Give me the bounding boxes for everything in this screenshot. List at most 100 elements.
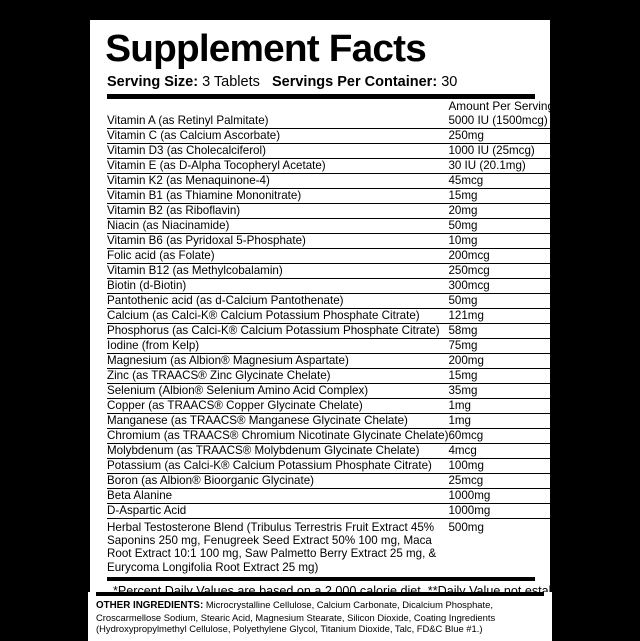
blend-row: Herbal Testosterone Blend (Tribulus Terr… <box>107 519 631 575</box>
other-ingredients-section: OTHER INGREDIENTS: Microcrystalline Cell… <box>88 592 552 641</box>
blend-name: Herbal Testosterone Blend (Tribulus Terr… <box>107 521 437 574</box>
table-row: Potassium (as Calci-K® Calcium Potassium… <box>107 458 632 474</box>
nutrient-name: Magnesium (as Albion® Magnesium Aspartat… <box>107 353 449 369</box>
table-row: Vitamin B1 (as Thiamine Mononitrate) 15mg… <box>107 188 632 204</box>
table-row: Zinc (as TRAACS® Zinc Glycinate Chelate)… <box>107 368 632 384</box>
footnote-rule <box>107 576 535 581</box>
nutrient-name: Beta Alanine <box>107 488 449 504</box>
header-rule <box>107 94 535 99</box>
nutrient-name: Molybdenum (as TRAACS® Molybdenum Glycin… <box>107 443 449 459</box>
nutrient-name: Iodine (from Kelp) <box>107 338 449 354</box>
nutrient-daily-value: 2% <box>554 458 632 474</box>
table-row: Vitamin B12 (as Methylcobalamin) 250mcg 10… <box>107 263 632 279</box>
supplement-facts-panel: Supplement Facts Serving Size: 3 Tablets… <box>88 18 632 628</box>
servings-per-container-label: Servings Per Container: <box>271 74 438 90</box>
nutrient-name: Vitamin C (as Calcium Ascorbate) <box>107 128 449 144</box>
nutrient-amount: 60mcg <box>448 428 555 444</box>
nutrient-amount: 58mg <box>448 323 555 339</box>
nutrient-daily-value: 10417% <box>554 263 632 279</box>
table-row: Boron (as Albion® Bioorganic Glycinate) 2… <box>107 473 632 489</box>
nutrient-daily-value: 50% <box>554 248 632 264</box>
nutrient-name: Boron (as Albion® Bioorganic Glycinate) <box>107 473 449 489</box>
table-row: Vitamin E (as D-Alpha Tocopheryl Acetate… <box>107 158 632 174</box>
table-row: Magnesium (as Albion® Magnesium Aspartat… <box>107 353 632 369</box>
nutrient-name: Pantothenic acid (as d-Calcium Pantothen… <box>107 293 449 309</box>
table-row: Vitamin B2 (as Riboflavin) 20mg 1538% <box>107 203 632 219</box>
nutrient-daily-value: 48% <box>554 353 632 369</box>
nutrient-daily-value: 37% <box>554 173 632 189</box>
nutrient-name: Niacin (as Niacinamide) <box>107 218 449 234</box>
servings-per-container-value: 30 <box>441 74 458 90</box>
nutrient-daily-value: 125% <box>554 143 632 159</box>
nutrient-amount: 1mg <box>448 398 555 414</box>
column-header-amount: Amount Per Serving <box>448 99 555 113</box>
nutrient-amount: 1000mg <box>448 488 555 504</box>
nutrient-amount: 50mg <box>448 218 555 234</box>
nutrient-name: D-Aspartic Acid <box>107 503 449 519</box>
table-row: Pantothenic acid (as d-Calcium Pantothen… <box>107 293 632 309</box>
nutrient-name: Vitamin A (as Retinyl Palmitate) <box>107 114 449 129</box>
nutrient-name: Vitamin D3 (as Cholecalciferol) <box>107 143 449 159</box>
nutrient-daily-value: 312% <box>554 218 632 234</box>
nutrient-amount: 15mg <box>448 188 555 204</box>
nutrient-daily-value: 50% <box>554 338 632 354</box>
nutrient-daily-value: 9% <box>554 443 632 459</box>
nutrient-amount: 121mg <box>448 308 555 324</box>
nutrient-name: Calcium (as Calci-K® Calcium Potassium P… <box>107 308 449 324</box>
nutrient-name: Vitamin B2 (as Riboflavin) <box>107 203 449 219</box>
other-ingredients-rule <box>96 592 544 596</box>
table-row: D-Aspartic Acid 1000mg ** <box>107 503 632 519</box>
table-row: Niacin (as Niacinamide) 50mg 312% <box>107 218 632 234</box>
other-ingredients-text: OTHER INGREDIENTS: Microcrystalline Cell… <box>96 599 544 635</box>
table-row: Vitamin A (as Retinyl Palmitate) 5000 IU … <box>107 114 632 129</box>
table-row: Vitamin B6 (as Pyridoxal 5-Phosphate) 10m… <box>107 233 632 249</box>
nutrient-amount: 45mcg <box>448 173 555 189</box>
nutrient-amount: 4mcg <box>448 443 555 459</box>
other-ingredients-list: Microcrystalline Cellulose, Calcium Carb… <box>96 599 496 635</box>
table-row: Iodine (from Kelp) 75mg 50% <box>107 338 632 354</box>
nutrient-name: Manganese (as TRAACS® Manganese Glycinat… <box>107 413 449 429</box>
nutrient-amount: 15mg <box>448 368 555 384</box>
nutrient-name: Biotin (d-Biotin) <box>107 278 449 294</box>
nutrient-name: Vitamin B1 (as Thiamine Mononitrate) <box>107 188 449 204</box>
page-title: Supplement Facts <box>105 28 427 70</box>
nutrient-amount: 75mg <box>448 338 555 354</box>
nutrient-daily-value: 167% <box>554 114 632 129</box>
nutrient-daily-value: 171% <box>554 428 632 444</box>
nutrient-amount: 100mg <box>448 458 555 474</box>
nutrient-amount: 20mg <box>448 203 555 219</box>
blend-daily-value <box>554 519 631 575</box>
table-row: Manganese (as TRAACS® Manganese Glycinat… <box>107 413 632 429</box>
nutrient-amount: 200mcg <box>448 248 555 264</box>
nutrient-daily-value: 5% <box>554 323 632 339</box>
blend-amount: 500mg <box>448 521 484 534</box>
nutrient-amount: 10mg <box>448 233 555 249</box>
nutrient-amount: 30 IU (20.1mg) <box>448 158 555 174</box>
nutrient-daily-value: 43% <box>554 413 632 429</box>
nutrient-name: Phosphorus (as Calci-K® Calcium Potassiu… <box>107 323 449 339</box>
serving-size-label: Serving Size: <box>107 74 199 90</box>
nutrient-name: Selenium (Albion® Selenium Amino Acid Co… <box>107 383 449 399</box>
nutrient-amount: 300mcg <box>448 278 555 294</box>
panel-inner: Supplement Facts Serving Size: 3 Tablets… <box>95 25 632 621</box>
table-row: Calcium (as Calci-K® Calcium Potassium P… <box>107 308 632 324</box>
table-header-row: Amount Per Serving% Daily Value* <box>107 99 631 114</box>
nutrient-daily-value: 9% <box>554 308 632 324</box>
nutrient-name: Zinc (as TRAACS® Zinc Glycinate Chelate) <box>107 368 449 384</box>
nutrient-name: Vitamin B6 (as Pyridoxal 5-Phosphate) <box>107 233 449 249</box>
column-header-name <box>107 99 448 114</box>
nutrient-daily-value: 1000% <box>554 278 632 294</box>
nutrient-amount: 35mg <box>448 383 555 399</box>
nutrient-daily-value: 278% <box>554 128 632 144</box>
nutrient-daily-value: 111% <box>554 398 632 414</box>
nutrient-daily-value: ** <box>554 503 632 519</box>
nutrient-name: Vitamin B12 (as Methylcobalamin) <box>107 263 449 279</box>
table-row: Vitamin K2 (as Menaquinone-4) 45mcg 37% <box>107 173 632 189</box>
nutrition-table-wrap: Amount Per Serving% Daily Value* Vitamin … <box>95 94 632 601</box>
nutrient-daily-value: 64% <box>554 383 632 399</box>
table-row: Vitamin D3 (as Cholecalciferol) 1000 IU (… <box>107 143 632 159</box>
nutrition-table-body: Amount Per Serving% Daily Value* Vitamin … <box>107 99 632 575</box>
nutrient-name: Folic acid (as Folate) <box>107 248 449 264</box>
nutrient-daily-value: 134% <box>554 158 632 174</box>
nutrient-name: Copper (as TRAACS® Copper Glycinate Chel… <box>107 398 449 414</box>
